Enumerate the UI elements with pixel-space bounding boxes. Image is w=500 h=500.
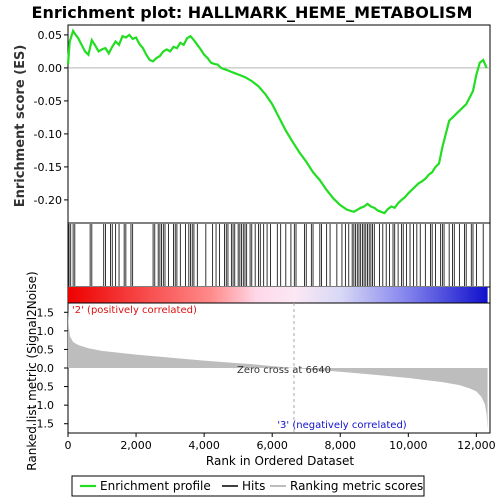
metric-y-tick-label: -1.5	[33, 418, 54, 431]
es-y-axis: 0.05 0.00 -0.05 -0.10 -0.15 -0.20	[34, 29, 490, 207]
legend-enrichment-profile: Enrichment profile	[100, 479, 211, 493]
es-panel	[67, 24, 491, 224]
metric-y-tick-label: 0.5	[37, 343, 55, 356]
metric-y-tick-label: 0.0	[37, 362, 55, 375]
metric-y-axis-label: Ranked list metric (Signal2Noise)	[25, 271, 39, 470]
metric-y-tick-label: 1.5	[37, 306, 55, 319]
es-y-tick-label: 0.00	[38, 62, 63, 75]
es-y-tick-label: 0.05	[38, 29, 63, 42]
hit-markers	[68, 224, 484, 286]
hits-panel	[67, 222, 491, 288]
x-tick-label: 2,000	[120, 439, 152, 452]
chart-title: Enrichment plot: HALLMARK_HEME_METABOLIS…	[32, 3, 473, 22]
metric-y-tick-label: -1.0	[33, 399, 54, 412]
negatively-correlated-label: '3' (negatively correlated)	[277, 420, 406, 431]
x-tick-label: 8,000	[325, 439, 357, 452]
x-tick-label: 10,000	[389, 439, 428, 452]
es-y-axis-label: Enrichment score (ES)	[13, 45, 28, 208]
es-y-tick-label: -0.15	[34, 161, 62, 174]
metric-y-axis: 1.5 1.0 0.5 0.0 -0.5 -1.0 -1.5	[33, 306, 68, 431]
ranked-metric-area	[68, 308, 488, 430]
legend-ranking-metric: Ranking metric scores	[290, 479, 423, 493]
es-y-tick-label: -0.10	[34, 128, 62, 141]
metric-y-tick-label: 1.0	[37, 325, 55, 338]
x-tick-label: 6,000	[256, 439, 288, 452]
zero-cross-label: Zero cross at 6640	[237, 365, 331, 376]
legend-hits: Hits	[242, 479, 265, 493]
x-tick-label: 0	[65, 439, 72, 452]
x-tick-label: 12,000	[457, 439, 496, 452]
x-tick-label: 4,000	[188, 439, 220, 452]
es-y-tick-label: -0.20	[34, 194, 62, 207]
x-axis-label: Rank in Ordered Dataset	[206, 454, 354, 468]
legend-box	[71, 475, 425, 497]
enrichment-profile-line	[66, 28, 488, 215]
metric-x-axis: 0 2,000 4,000 6,000 8,000 10,000 12,000	[65, 433, 496, 452]
rank-gradient	[68, 287, 488, 303]
es-y-tick-label: -0.05	[34, 95, 62, 108]
metric-y-tick-label: -0.5	[33, 381, 54, 394]
positively-correlated-label: '2' (positively correlated)	[72, 305, 197, 316]
